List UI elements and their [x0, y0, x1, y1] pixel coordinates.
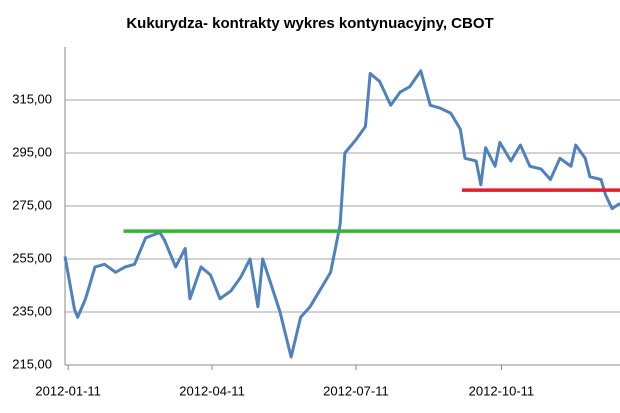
- y-tick-label: 235,00: [12, 303, 52, 318]
- y-tick-label: 215,00: [12, 356, 52, 371]
- price-line: [63, 69, 620, 359]
- x-tick-label: 2012-10-11: [469, 383, 535, 398]
- x-tick-label: 2012-07-11: [323, 383, 389, 398]
- x-tick-label: 2012-01-11: [35, 383, 101, 398]
- x-tick-label: 2012-04-11: [179, 383, 245, 398]
- chart-title: Kukurydza- kontrakty wykres kontynuacyjn…: [126, 15, 493, 32]
- y-tick-label: 295,00: [12, 144, 52, 159]
- y-tick-label: 255,00: [12, 250, 52, 265]
- y-tick-label: 315,00: [12, 91, 52, 106]
- y-tick-label: 275,00: [12, 197, 52, 212]
